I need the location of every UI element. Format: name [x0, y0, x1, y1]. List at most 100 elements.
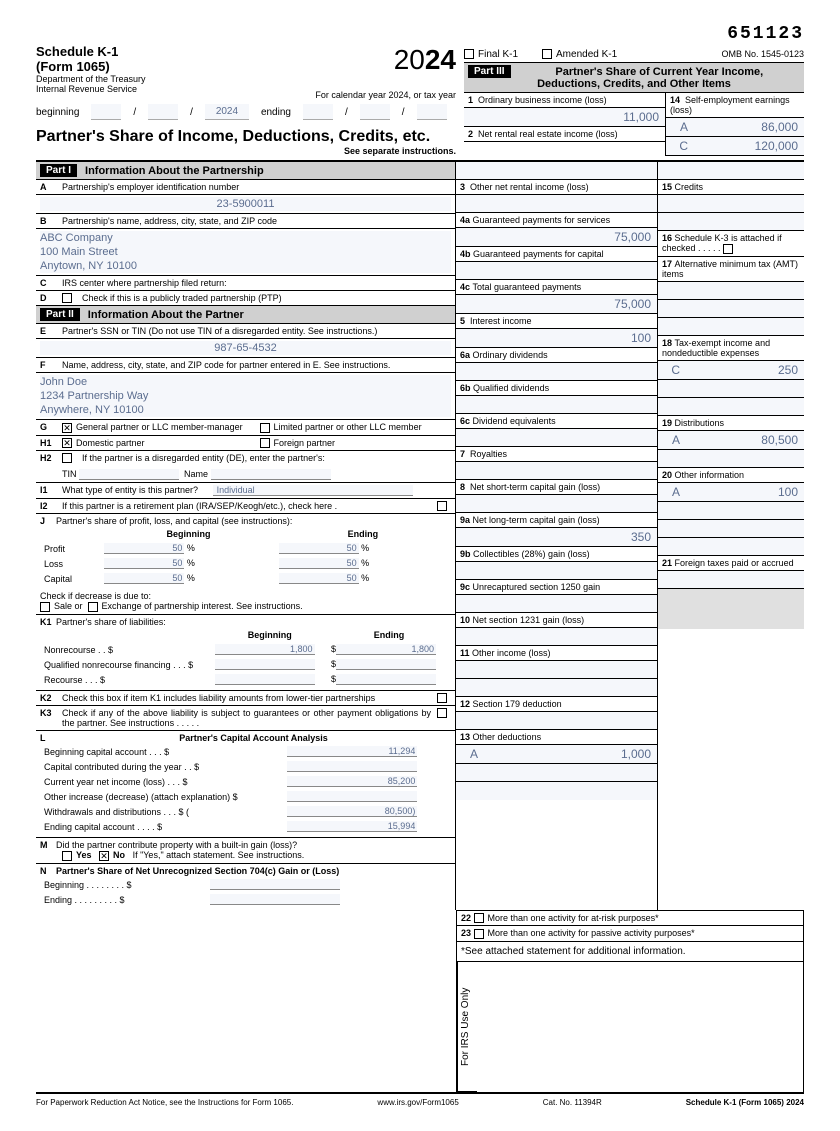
qnr-end[interactable] [336, 659, 436, 670]
l-other-label: Other increase (decrease) (attach explan… [42, 790, 283, 803]
nonrecourse-label: Nonrecourse . . $ [42, 643, 211, 656]
rowM-label: Did the partner contribute property with… [56, 840, 297, 850]
k3-checkbox[interactable] [437, 708, 447, 718]
r23-checkbox[interactable] [474, 929, 484, 939]
beginning-hdr: Beginning [102, 528, 274, 540]
begin-day[interactable] [148, 104, 178, 120]
loss-end[interactable] [279, 558, 359, 569]
profit-end[interactable] [279, 543, 359, 554]
final-k1-label: Final K-1 [478, 49, 518, 60]
yes-checkbox[interactable] [62, 851, 72, 861]
tin-label: TIN [62, 469, 77, 479]
rowC-label: IRS center where partnership filed retur… [62, 278, 451, 288]
n-begin-label: Beginning . . . . . . . . $ [42, 878, 206, 891]
ptp-checkbox[interactable] [62, 293, 72, 303]
k2-checkbox[interactable] [437, 693, 447, 703]
r11-label: Other income (loss) [472, 648, 551, 658]
beginning-label: beginning [36, 107, 79, 118]
r6b-label: Qualified dividends [473, 383, 549, 393]
r18-label: Tax-exempt income and nondeductible expe… [662, 338, 770, 358]
r4b-value [456, 262, 657, 280]
yes-label: Yes [76, 850, 92, 860]
r19-value: 80,500 [761, 433, 798, 447]
qnr-label: Qualified nonrecourse financing . . . $ [42, 658, 211, 671]
form-number: 651123 [36, 24, 804, 44]
footer-paperwork: For Paperwork Reduction Act Notice, see … [36, 1098, 293, 1107]
r19-code: A [664, 433, 680, 447]
partner-addr1: 1234 Partnership Way [40, 389, 451, 403]
r9c-label: Unrecaptured section 1250 gain [473, 582, 601, 592]
cal-year: For calendar year 2024, or tax year [315, 90, 456, 100]
r15-label: Credits [675, 182, 704, 192]
final-k1-checkbox[interactable] [464, 49, 474, 59]
r20-label: Other information [675, 470, 745, 480]
l-wd-label: Withdrawals and distributions . . . $ ( [42, 805, 283, 818]
sale-checkbox[interactable] [40, 602, 50, 612]
year-prefix: 20 [394, 44, 425, 75]
begin-year[interactable] [205, 104, 249, 120]
k3-attached-checkbox[interactable] [723, 244, 733, 254]
r6b-value [456, 396, 657, 414]
general-partner-checkbox[interactable] [62, 423, 72, 433]
name-label: Name [184, 469, 208, 479]
end-year[interactable] [417, 104, 447, 120]
r18-value: 250 [778, 363, 798, 377]
qnr-begin[interactable] [215, 659, 315, 670]
r4b-label: Guaranteed payments for capital [473, 249, 604, 259]
n-end-label: Ending . . . . . . . . . $ [42, 893, 206, 906]
profit-begin[interactable] [104, 543, 184, 554]
n-end-value[interactable] [210, 894, 340, 905]
rec-begin[interactable] [215, 674, 315, 685]
r11-value [456, 661, 657, 679]
r6c-value [456, 429, 657, 447]
exchange-checkbox[interactable] [88, 602, 98, 612]
r12-label: Section 179 deduction [473, 699, 562, 709]
l-contrib-value[interactable] [287, 761, 417, 772]
l-wd-value[interactable] [287, 806, 417, 817]
r9a-value: 350 [456, 528, 657, 547]
no-checkbox[interactable] [99, 851, 109, 861]
r7-value [456, 462, 657, 480]
nr-begin[interactable] [215, 644, 315, 655]
cap-begin[interactable] [104, 573, 184, 584]
nr-end[interactable] [336, 644, 436, 655]
retirement-checkbox[interactable] [437, 501, 447, 511]
l-net-value[interactable] [287, 776, 417, 787]
m-note: If "Yes," attach statement. See instruct… [133, 850, 305, 860]
de-tin-input[interactable] [79, 469, 179, 480]
r14-code: A [672, 120, 688, 134]
l-begin-value[interactable] [287, 746, 417, 757]
r22-checkbox[interactable] [474, 913, 484, 923]
loss-begin[interactable] [104, 558, 184, 569]
de-checkbox[interactable] [62, 453, 72, 463]
entity-type-input[interactable] [213, 485, 413, 496]
l-end-value[interactable] [287, 821, 417, 832]
r6c-label: Dividend equivalents [473, 416, 556, 426]
r4c-label: Total guaranteed payments [473, 282, 582, 292]
end-day[interactable] [360, 104, 390, 120]
l-other-value[interactable] [287, 791, 417, 802]
part3-title2: Deductions, Credits, and Other Items [468, 78, 800, 90]
no-label: No [113, 850, 125, 860]
r9c-value [456, 595, 657, 613]
amended-k1-checkbox[interactable] [542, 49, 552, 59]
rowH1b-label: Foreign partner [274, 438, 336, 448]
de-name-input[interactable] [211, 469, 331, 480]
omb-number: OMB No. 1545-0123 [721, 49, 804, 60]
domestic-checkbox[interactable] [62, 438, 72, 448]
rec-end[interactable] [336, 674, 436, 685]
limited-partner-checkbox[interactable] [260, 423, 270, 433]
cap-end[interactable] [279, 573, 359, 584]
end-month[interactable] [303, 104, 333, 120]
r6a-value [456, 363, 657, 381]
r10-value [456, 628, 657, 646]
n-begin-value[interactable] [210, 879, 340, 890]
r3-value [456, 195, 657, 213]
r1-value: 11,000 [464, 108, 665, 127]
rowI1-label: What type of entity is this partner? [62, 485, 198, 495]
begin-month[interactable] [91, 104, 121, 120]
r2-value [456, 162, 657, 180]
foreign-checkbox[interactable] [260, 438, 270, 448]
r3-label: Other net rental income (loss) [470, 182, 589, 192]
l-net-label: Current year net income (loss) . . . $ [42, 775, 283, 788]
